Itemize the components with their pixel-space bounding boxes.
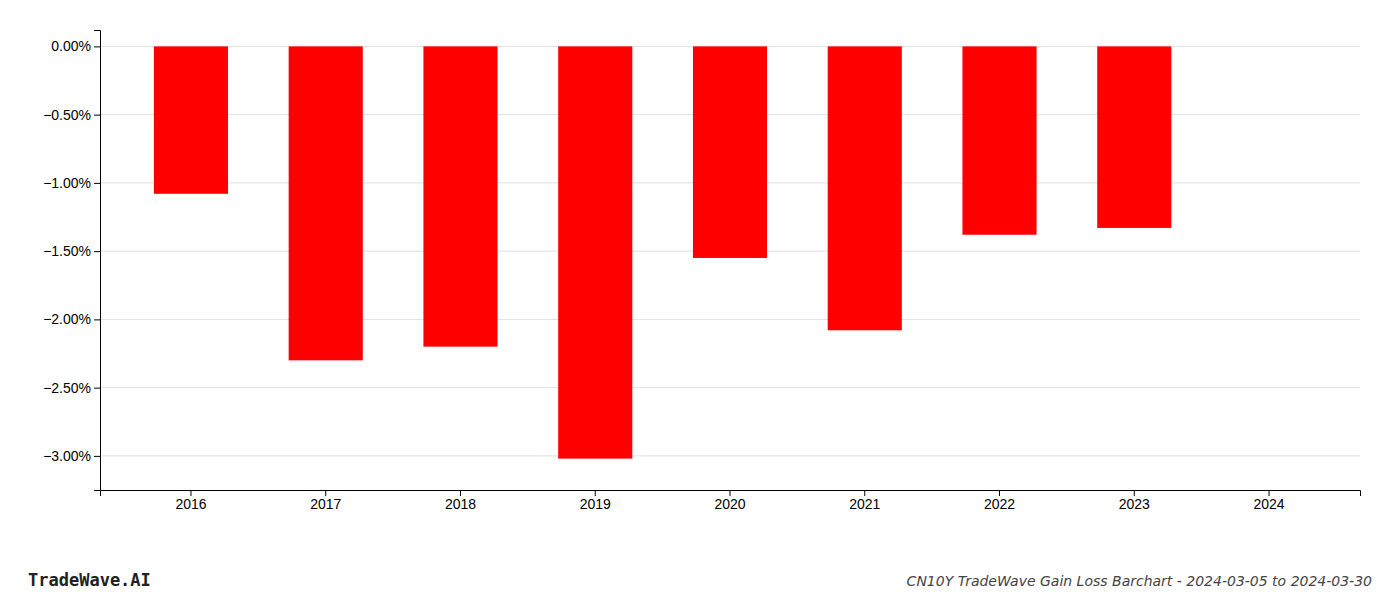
x-tick: 2017: [310, 490, 341, 512]
bar: [962, 46, 1036, 234]
y-tick: −2.00%: [43, 311, 100, 327]
y-tick-mark: [94, 251, 100, 252]
plot-area: [154, 46, 1171, 458]
watermark: TradeWave.AI: [28, 570, 151, 590]
x-tick-label: 2020: [714, 496, 745, 512]
grid-line: [100, 387, 1360, 388]
bar: [289, 46, 363, 360]
x-tick: 2016: [175, 490, 206, 512]
y-tick: −1.50%: [43, 243, 100, 259]
x-tick: 2021: [849, 490, 880, 512]
y-tick: −0.50%: [43, 107, 100, 123]
bar: [828, 46, 902, 330]
title: CN10Y TradeWave Gain Loss Barchart - 202…: [907, 573, 1372, 589]
chart: 0.00% −0.50% −1.00% −1.50% −2.00% −2.50% −3.00…: [0, 0, 1400, 600]
y-tick-label: −2.00%: [43, 311, 91, 327]
y-tick-mark: [94, 319, 100, 320]
y-tick-label: −2.50%: [43, 380, 91, 396]
y-tick-label: −3.00%: [43, 448, 91, 464]
x-tick: 2024: [1253, 490, 1284, 512]
y-tick-mark: [94, 115, 100, 116]
x-tick-label: 2024: [1253, 496, 1284, 512]
x-tick-label: 2017: [310, 496, 341, 512]
y-tick-mark: [94, 388, 100, 389]
y-tick-label: −1.00%: [43, 175, 91, 191]
bar: [1097, 46, 1171, 228]
x-tick-label: 2016: [175, 496, 206, 512]
x-tick: 2019: [580, 490, 611, 512]
x-tick: 2022: [984, 490, 1015, 512]
bar: [154, 46, 228, 193]
y-tick-mark: [94, 46, 100, 47]
y-tick-label: −1.50%: [43, 243, 91, 259]
y-tick-mark: [94, 183, 100, 184]
x-tick-label: 2018: [445, 496, 476, 512]
y-tick-mark: [94, 456, 100, 457]
x-tick-label: 2023: [1119, 496, 1150, 512]
grid: [100, 46, 1360, 455]
x-tick: 2023: [1119, 490, 1150, 512]
y-tick: −3.00%: [43, 448, 100, 464]
bar: [423, 46, 497, 346]
x-axis: 2016 2017 2018 2019 2020 2021 2022 2023 2024: [101, 490, 1361, 512]
x-tick-label: 2019: [580, 496, 611, 512]
y-tick: 0.00%: [51, 38, 100, 54]
x-tick-label: 2021: [849, 496, 880, 512]
y-tick: −2.50%: [43, 380, 100, 396]
y-tick: −1.00%: [43, 175, 100, 191]
x-tick-label: 2022: [984, 496, 1015, 512]
y-axis-line: [94, 31, 101, 491]
y-tick-label: −0.50%: [43, 107, 91, 123]
y-tick-label: 0.00%: [51, 38, 91, 54]
x-tick: 2020: [714, 490, 745, 512]
bar: [693, 46, 767, 258]
grid-line: [100, 455, 1360, 456]
y-axis: 0.00% −0.50% −1.00% −1.50% −2.00% −2.50% −3.00…: [43, 31, 100, 491]
bar: [558, 46, 632, 458]
x-tick: 2018: [445, 490, 476, 512]
